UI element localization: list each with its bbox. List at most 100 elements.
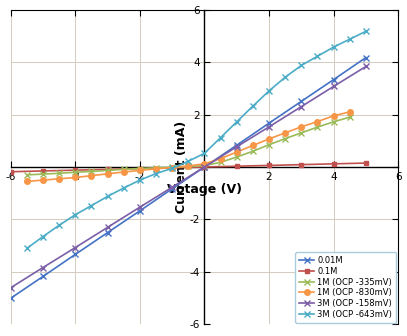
1M (OCP -830mV) (121, 170, 126, 174)
3M (OCP -158mV) (41, 265, 46, 269)
Line: 1M (OCP -335mV): 1M (OCP -335mV) (24, 114, 352, 178)
0.1M (363, 161, 368, 165)
3M (OCP -158mV) (138, 205, 142, 209)
1M (OCP -830mV) (283, 131, 288, 135)
0.1M (73, 168, 78, 172)
3M (OCP -643mV) (153, 172, 158, 176)
0.1M (202, 165, 207, 169)
Line: 3M (OCP -643mV): 3M (OCP -643mV) (24, 29, 369, 251)
Line: 3M (OCP -158mV): 3M (OCP -158mV) (8, 64, 369, 291)
1M (OCP -830mV) (186, 164, 191, 168)
3M (OCP -643mV) (299, 64, 304, 68)
3M (OCP -643mV) (73, 213, 78, 217)
0.1M (105, 167, 110, 171)
3M (OCP -158mV) (234, 145, 239, 149)
Line: 1M (OCP -830mV): 1M (OCP -830mV) (24, 109, 352, 184)
0.1M (170, 166, 175, 170)
3M (OCP -643mV) (57, 223, 61, 227)
3M (OCP -643mV) (250, 104, 255, 108)
0.01M (170, 187, 175, 191)
1M (OCP -830mV) (170, 166, 175, 170)
1M (OCP -335mV) (299, 131, 304, 135)
3M (OCP -643mV) (267, 89, 271, 93)
0.1M (41, 169, 46, 173)
1M (OCP -830mV) (250, 143, 255, 148)
1M (OCP -830mV) (57, 177, 61, 181)
0.1M (8, 170, 13, 174)
1M (OCP -335mV) (41, 172, 46, 176)
0.01M (41, 275, 46, 279)
1M (OCP -830mV) (89, 174, 94, 178)
3M (OCP -158mV) (73, 246, 78, 250)
Legend: 0.01M, 0.1M, 1M (OCP -335mV), 1M (OCP -830mV), 3M (OCP -158mV), 3M (OCP -643mV): 0.01M, 0.1M, 1M (OCP -335mV), 1M (OCP -8… (295, 252, 396, 323)
0.01M (73, 252, 78, 256)
1M (OCP -830mV) (24, 179, 29, 183)
0.01M (234, 143, 239, 147)
Y-axis label: Current (mA): Current (mA) (175, 121, 188, 213)
3M (OCP -643mV) (347, 37, 352, 41)
0.1M (138, 167, 142, 171)
1M (OCP -830mV) (299, 125, 304, 129)
3M (OCP -158mV) (105, 225, 110, 229)
1M (OCP -335mV) (218, 160, 223, 164)
1M (OCP -830mV) (234, 150, 239, 154)
3M (OCP -643mV) (363, 29, 368, 33)
1M (OCP -335mV) (24, 173, 29, 177)
3M (OCP -158mV) (170, 185, 175, 189)
3M (OCP -643mV) (105, 194, 110, 198)
1M (OCP -830mV) (331, 114, 336, 118)
1M (OCP -335mV) (153, 166, 158, 170)
1M (OCP -830mV) (202, 162, 207, 166)
1M (OCP -830mV) (347, 110, 352, 114)
1M (OCP -335mV) (170, 165, 175, 169)
3M (OCP -158mV) (202, 165, 207, 169)
0.01M (331, 78, 336, 82)
3M (OCP -643mV) (283, 75, 288, 79)
3M (OCP -643mV) (121, 186, 126, 190)
Line: 0.01M: 0.01M (8, 55, 369, 301)
1M (OCP -335mV) (105, 168, 110, 172)
1M (OCP -335mV) (57, 171, 61, 175)
3M (OCP -158mV) (299, 104, 304, 109)
3M (OCP -643mV) (331, 45, 336, 49)
3M (OCP -158mV) (363, 65, 368, 69)
1M (OCP -335mV) (186, 164, 191, 168)
3M (OCP -643mV) (89, 204, 94, 208)
3M (OCP -643mV) (202, 151, 207, 155)
1M (OCP -335mV) (202, 164, 207, 168)
0.01M (363, 55, 368, 59)
0.1M (234, 164, 239, 168)
1M (OCP -335mV) (347, 115, 352, 119)
3M (OCP -643mV) (218, 136, 223, 140)
1M (OCP -830mV) (315, 120, 320, 124)
1M (OCP -830mV) (267, 137, 271, 141)
1M (OCP -335mV) (73, 170, 78, 174)
1M (OCP -335mV) (121, 167, 126, 171)
0.1M (299, 163, 304, 167)
0.01M (267, 121, 271, 125)
1M (OCP -335mV) (234, 155, 239, 159)
0.01M (8, 296, 13, 300)
0.1M (331, 162, 336, 166)
3M (OCP -643mV) (170, 166, 175, 170)
1M (OCP -335mV) (315, 125, 320, 129)
1M (OCP -830mV) (138, 168, 142, 172)
1M (OCP -335mV) (267, 143, 271, 147)
0.01M (299, 99, 304, 103)
3M (OCP -158mV) (331, 84, 336, 88)
3M (OCP -643mV) (41, 235, 46, 239)
1M (OCP -830mV) (41, 178, 46, 182)
0.01M (105, 230, 110, 235)
1M (OCP -335mV) (89, 169, 94, 173)
0.01M (138, 209, 142, 213)
1M (OCP -335mV) (138, 167, 142, 171)
1M (OCP -830mV) (218, 157, 223, 161)
3M (OCP -643mV) (234, 120, 239, 124)
3M (OCP -643mV) (315, 54, 320, 58)
3M (OCP -158mV) (267, 125, 271, 129)
1M (OCP -830mV) (105, 172, 110, 176)
1M (OCP -830mV) (153, 167, 158, 171)
Line: 0.1M: 0.1M (9, 161, 368, 174)
1M (OCP -335mV) (250, 149, 255, 153)
1M (OCP -335mV) (331, 120, 336, 124)
